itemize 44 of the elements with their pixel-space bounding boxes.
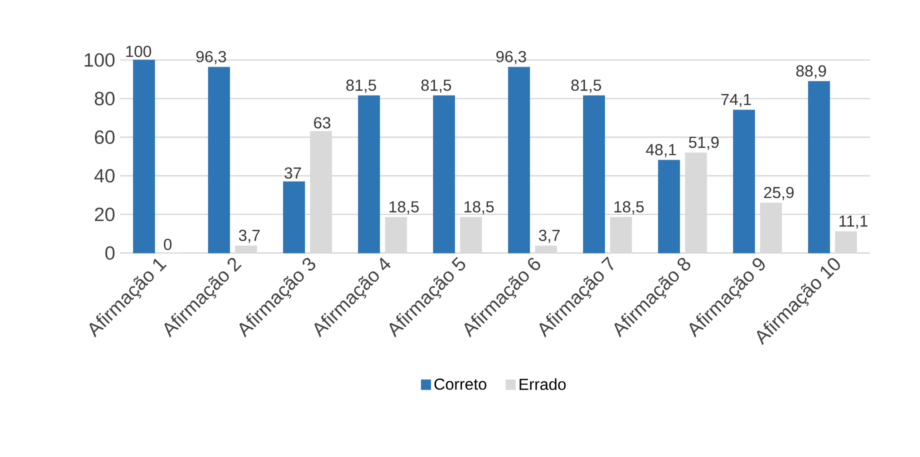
data-label: 37	[284, 167, 301, 179]
data-label: 96,3	[196, 50, 226, 64]
bar	[385, 217, 407, 254]
y-tick-label: 80	[94, 92, 115, 106]
bar	[733, 110, 755, 254]
bar	[658, 160, 680, 254]
data-label: 100	[126, 46, 152, 58]
bar	[433, 95, 455, 254]
bar	[133, 60, 155, 254]
bar	[235, 246, 257, 254]
bar	[283, 181, 305, 254]
bar	[535, 246, 557, 254]
data-label: 48,1	[646, 144, 676, 158]
bar	[808, 81, 830, 254]
y-tick-label: 20	[94, 208, 115, 222]
data-label: 81,5	[346, 80, 376, 93]
data-label: 11,1	[839, 216, 868, 229]
bar	[358, 95, 380, 254]
data-label: 74,1	[721, 94, 751, 108]
data-label: 88,9	[796, 65, 826, 78]
y-tick-label: 0	[105, 246, 115, 260]
legend-label: Errado	[520, 378, 566, 390]
bar	[208, 66, 230, 254]
data-label: 63	[314, 117, 330, 128]
data-label: 51,9	[688, 136, 719, 150]
data-label: 81,5	[421, 80, 452, 93]
bar	[460, 217, 482, 254]
data-label: 96,3	[496, 50, 526, 64]
bar	[508, 66, 530, 254]
y-tick-label: 100	[84, 53, 115, 67]
data-label: 18,5	[464, 201, 494, 214]
data-label: 18,5	[389, 201, 419, 214]
data-label: 0	[164, 238, 172, 250]
bar	[835, 231, 857, 254]
data-label: 18,5	[614, 201, 644, 214]
bar	[583, 95, 605, 254]
y-tick-label: 40	[94, 169, 115, 183]
data-label: 3,7	[238, 230, 260, 243]
y-tick-label: 60	[94, 130, 115, 144]
data-label: 81,5	[571, 80, 602, 93]
legend-label: Correto	[434, 378, 486, 390]
data-label: 3,7	[538, 230, 560, 243]
bar	[610, 217, 632, 254]
data-label: 25,9	[764, 186, 794, 200]
